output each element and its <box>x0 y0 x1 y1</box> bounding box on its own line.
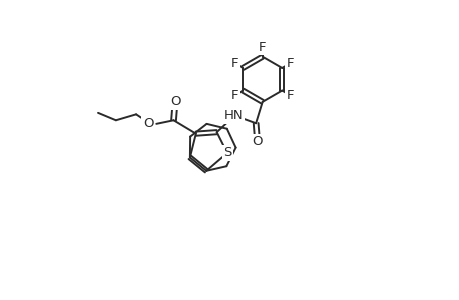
Text: O: O <box>252 135 263 148</box>
Text: O: O <box>169 95 180 108</box>
Text: F: F <box>258 41 266 54</box>
Text: F: F <box>286 89 294 102</box>
Text: F: F <box>230 89 238 102</box>
Text: F: F <box>286 57 294 70</box>
Text: O: O <box>142 117 153 130</box>
Text: S: S <box>222 146 231 160</box>
Text: HN: HN <box>224 109 243 122</box>
Text: F: F <box>230 57 238 70</box>
